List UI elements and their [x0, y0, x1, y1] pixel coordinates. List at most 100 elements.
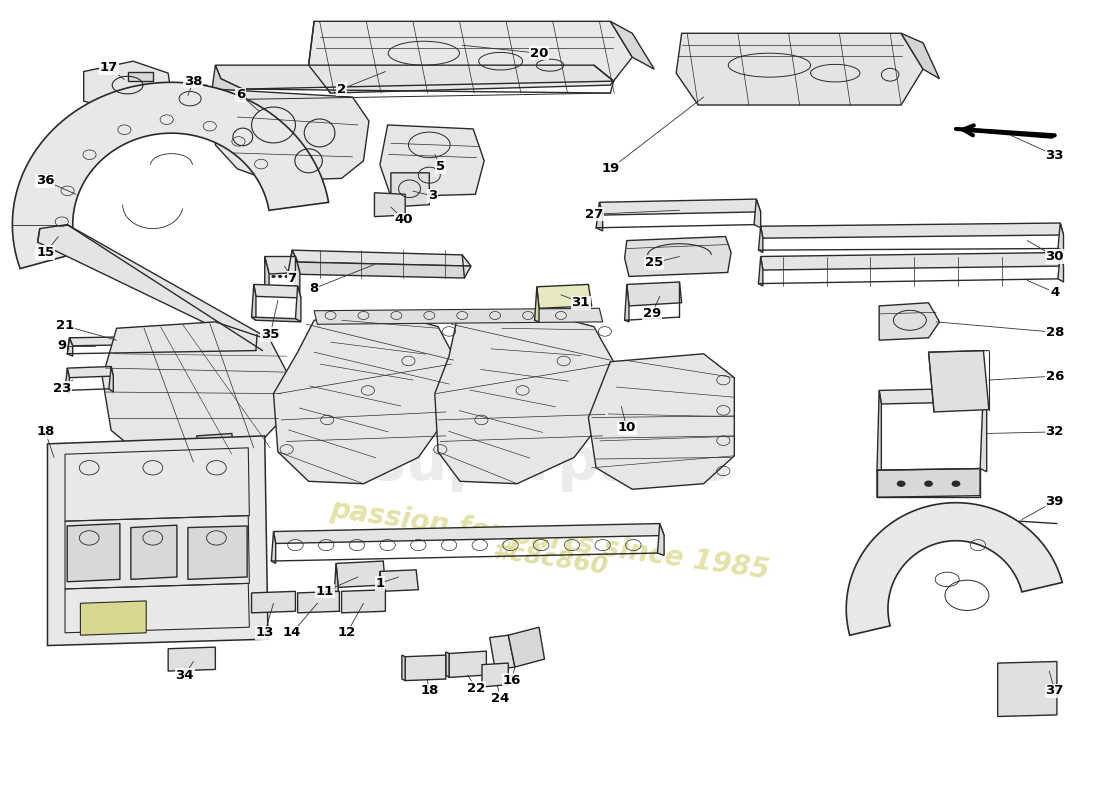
Polygon shape	[535, 286, 539, 322]
Circle shape	[896, 481, 905, 487]
Text: 18: 18	[36, 426, 55, 438]
Polygon shape	[288, 250, 471, 278]
Text: 6: 6	[236, 88, 245, 101]
Polygon shape	[67, 338, 73, 356]
Polygon shape	[252, 591, 296, 613]
Polygon shape	[490, 635, 515, 670]
Text: 33: 33	[1045, 149, 1064, 162]
Polygon shape	[37, 225, 265, 350]
Text: 10: 10	[617, 422, 636, 434]
Text: 40: 40	[395, 214, 414, 226]
Polygon shape	[761, 223, 1064, 238]
Polygon shape	[588, 354, 735, 490]
Polygon shape	[265, 257, 269, 294]
Polygon shape	[434, 312, 614, 484]
Polygon shape	[508, 627, 544, 667]
Polygon shape	[596, 202, 603, 231]
Circle shape	[924, 481, 933, 487]
Circle shape	[285, 275, 289, 278]
Polygon shape	[755, 199, 761, 228]
Polygon shape	[374, 193, 405, 217]
Circle shape	[278, 275, 283, 278]
Polygon shape	[1058, 253, 1064, 282]
Text: 22: 22	[468, 682, 485, 695]
Polygon shape	[600, 199, 761, 215]
Text: 3: 3	[428, 190, 437, 202]
Polygon shape	[102, 322, 289, 464]
Polygon shape	[761, 253, 1064, 270]
Polygon shape	[272, 531, 276, 563]
Polygon shape	[1058, 223, 1064, 251]
Polygon shape	[449, 651, 486, 678]
Text: 19: 19	[602, 162, 619, 175]
Polygon shape	[879, 302, 939, 340]
Polygon shape	[168, 647, 216, 671]
Text: 8: 8	[309, 282, 319, 295]
Polygon shape	[537, 285, 592, 308]
Polygon shape	[980, 388, 987, 472]
Polygon shape	[12, 82, 329, 269]
Polygon shape	[658, 523, 664, 555]
Text: 32: 32	[1045, 426, 1064, 438]
Polygon shape	[131, 525, 177, 579]
Polygon shape	[309, 22, 632, 93]
Polygon shape	[252, 285, 256, 320]
Circle shape	[292, 275, 296, 278]
Text: 34: 34	[175, 669, 194, 682]
Polygon shape	[336, 561, 385, 587]
Polygon shape	[759, 226, 763, 253]
Polygon shape	[998, 662, 1057, 717]
Polygon shape	[379, 125, 484, 197]
Polygon shape	[212, 65, 243, 99]
Text: 13: 13	[255, 626, 274, 639]
Text: 39: 39	[1045, 494, 1064, 508]
Text: 14: 14	[283, 626, 301, 639]
Text: 24: 24	[492, 692, 509, 705]
Polygon shape	[627, 282, 682, 306]
Text: #c8c860: #c8c860	[491, 539, 609, 579]
Polygon shape	[405, 655, 446, 681]
Polygon shape	[625, 285, 629, 322]
Polygon shape	[928, 350, 989, 412]
Polygon shape	[65, 368, 69, 394]
Text: 11: 11	[316, 585, 334, 598]
Polygon shape	[47, 436, 268, 646]
Circle shape	[272, 275, 276, 278]
Polygon shape	[315, 308, 603, 324]
Text: 16: 16	[503, 674, 520, 687]
Polygon shape	[333, 563, 338, 601]
Text: 30: 30	[1045, 250, 1064, 263]
Polygon shape	[67, 523, 120, 582]
Polygon shape	[67, 366, 113, 378]
Polygon shape	[293, 250, 471, 266]
Polygon shape	[610, 22, 654, 69]
Polygon shape	[625, 237, 732, 277]
Text: 37: 37	[1045, 685, 1064, 698]
Text: 23: 23	[53, 382, 70, 394]
Text: 12: 12	[338, 626, 356, 639]
Polygon shape	[482, 663, 508, 687]
Polygon shape	[901, 34, 939, 78]
Polygon shape	[296, 286, 301, 322]
Polygon shape	[274, 312, 456, 484]
Text: superparts: superparts	[371, 435, 729, 492]
Text: 2: 2	[337, 82, 346, 95]
Text: 9: 9	[57, 339, 66, 352]
Polygon shape	[254, 285, 301, 298]
Polygon shape	[377, 571, 382, 603]
Text: passion for parts since 1985: passion for parts since 1985	[329, 494, 771, 584]
Text: 28: 28	[1045, 326, 1064, 338]
Polygon shape	[446, 652, 449, 678]
Polygon shape	[216, 89, 368, 181]
Polygon shape	[877, 469, 980, 498]
Polygon shape	[80, 601, 146, 635]
Text: 35: 35	[261, 328, 279, 341]
Polygon shape	[274, 523, 664, 543]
Polygon shape	[759, 257, 763, 286]
Text: 36: 36	[36, 174, 55, 187]
Polygon shape	[265, 290, 300, 294]
Text: 1: 1	[375, 577, 385, 590]
Polygon shape	[877, 390, 881, 474]
Text: 27: 27	[585, 208, 603, 221]
Text: 31: 31	[572, 296, 590, 310]
